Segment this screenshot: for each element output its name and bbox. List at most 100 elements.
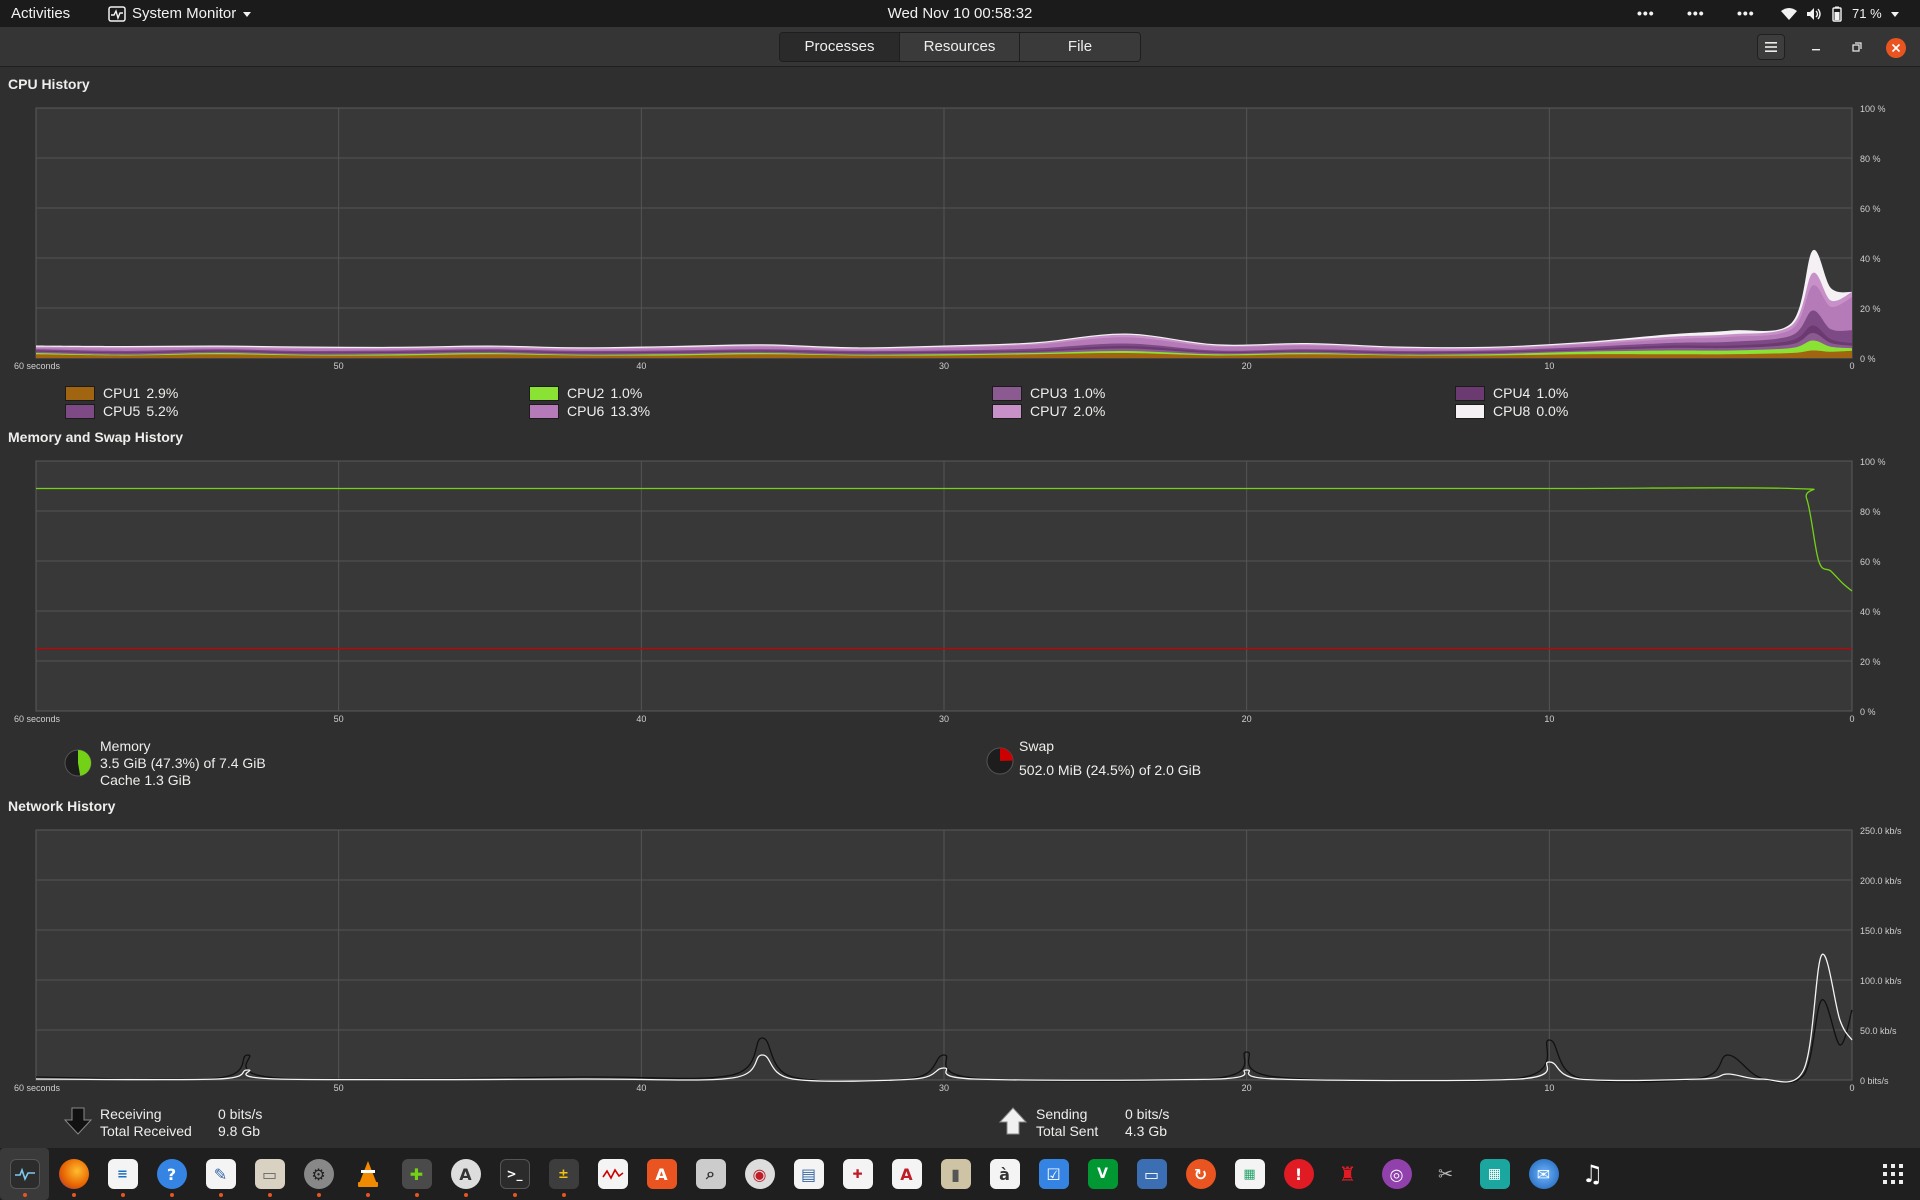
dock-image-viewer[interactable]: ⌕ (686, 1148, 735, 1200)
dock-software-updater[interactable]: A (441, 1148, 490, 1200)
memory-pie-icon[interactable] (63, 748, 93, 778)
cpu3-color-swatch[interactable] (992, 385, 1022, 401)
dock-backup[interactable]: ↻ (1176, 1148, 1225, 1200)
cpu1-legend[interactable]: CPU1 2.9% (65, 385, 178, 401)
dock-disk-usage[interactable]: ◉ (735, 1148, 784, 1200)
network-x-tick-label: 40 (636, 1083, 646, 1093)
dock-terminal[interactable]: >_ (490, 1148, 539, 1200)
cpu6-color-swatch[interactable] (529, 403, 559, 419)
network-history-graph: 250.0 kb/s 200.0 kb/s 150.0 kb/s 100.0 kb/s… (14, 826, 1902, 1093)
tab-file-systems[interactable]: File Systems (1020, 33, 1140, 61)
dock-system-monitor[interactable] (0, 1148, 49, 1200)
dock-settings[interactable]: ⚙ (294, 1148, 343, 1200)
swap-pie-icon[interactable] (985, 746, 1015, 776)
cpu1-label: CPU1 (103, 385, 141, 401)
cpu2-legend[interactable]: CPU2 1.0% (529, 385, 642, 401)
running-indicator (71, 1193, 76, 1197)
vlc-cone-icon (353, 1159, 383, 1189)
memory-x-tick-label: 50 (334, 714, 344, 724)
cpu5-legend[interactable]: CPU5 5.2% (65, 403, 178, 419)
dock-software[interactable]: A (637, 1148, 686, 1200)
show-applications-button[interactable] (1866, 1148, 1920, 1200)
camera-icon: ◎ (1381, 1159, 1412, 1189)
dock-game[interactable]: ♜ (1323, 1148, 1372, 1200)
minimize-button[interactable] (1807, 38, 1825, 56)
clock[interactable]: Wed Nov 10 00:58:32 (887, 5, 1033, 22)
calendar-icon: ▦ (1479, 1159, 1510, 1189)
dock-files[interactable]: ▭ (245, 1148, 294, 1200)
cpu4-color-swatch[interactable] (1455, 385, 1485, 401)
memory-history-title: Memory and Swap History (8, 429, 184, 445)
files-icon: ▭ (254, 1159, 285, 1189)
puzzle-icon: ✚ (401, 1159, 432, 1189)
tab-processes[interactable]: Processes (780, 33, 900, 61)
swap-label: Swap (1019, 738, 1055, 754)
dock-cheese[interactable]: ◎ (1372, 1148, 1421, 1200)
network-series-sending (35, 953, 1853, 1083)
network-y-tick-label: 100.0 kb/s (1860, 976, 1902, 986)
close-button[interactable] (1886, 38, 1906, 58)
dock-error-report[interactable]: ! (1274, 1148, 1323, 1200)
swap-info: Swap 502.0 MiB (24.5%) of 2.0 GiB (1019, 738, 1201, 779)
cpu2-color-swatch[interactable] (529, 385, 559, 401)
overflow-indicator-1[interactable]: ••• (1637, 5, 1655, 21)
dock-todo[interactable]: ☑ (1029, 1148, 1078, 1200)
cpu3-value: 1.0% (1073, 385, 1106, 401)
sending-label: Sending (1036, 1106, 1088, 1122)
wifi-icon (1781, 7, 1797, 20)
dock-archive-manager[interactable]: ▮ (931, 1148, 980, 1200)
cpu5-color-swatch[interactable] (65, 403, 95, 419)
dock-calendar[interactable]: ▦ (1470, 1148, 1519, 1200)
dock-writer[interactable]: ≡ (98, 1148, 147, 1200)
dock-vim[interactable]: V (1078, 1148, 1127, 1200)
dock-gimp[interactable]: ✂ (1421, 1148, 1470, 1200)
dock-firefox[interactable] (49, 1148, 98, 1200)
tab-resources[interactable]: Resources (900, 33, 1020, 61)
color-picker-icon: ✚ (842, 1159, 873, 1189)
network-x-tick-label: 50 (334, 1083, 344, 1093)
overflow-indicator-3[interactable]: ••• (1737, 5, 1755, 21)
cpu3-legend[interactable]: CPU3 1.0% (992, 385, 1105, 401)
cpu7-value: 2.0% (1073, 403, 1106, 419)
cpu4-legend[interactable]: CPU4 1.0% (1455, 385, 1568, 401)
system-menu[interactable]: 71 % (1780, 0, 1900, 27)
memory-x-tick-label: 30 (939, 714, 949, 724)
maximize-button[interactable] (1848, 38, 1866, 56)
running-indicator (561, 1193, 566, 1197)
running-indicator (120, 1193, 125, 1197)
dock-gpick[interactable]: ✚ (833, 1148, 882, 1200)
dock-remote-desktop[interactable]: ▭ (1127, 1148, 1176, 1200)
cpu7-color-swatch[interactable] (992, 403, 1022, 419)
updater-icon: A (450, 1159, 481, 1189)
dock-text-editor[interactable]: ✎ (196, 1148, 245, 1200)
mail-icon: ✉ (1528, 1159, 1559, 1189)
activities-button[interactable]: Activities (11, 5, 71, 22)
cpu7-legend[interactable]: CPU7 2.0% (992, 403, 1105, 419)
app-menu[interactable]: System Monitor (108, 0, 252, 27)
cpu6-value: 13.3% (610, 403, 651, 419)
cpu8-legend[interactable]: CPU8 0.0% (1455, 403, 1568, 419)
overflow-indicator-2[interactable]: ••• (1687, 5, 1705, 21)
dock-help[interactable]: ? (147, 1148, 196, 1200)
hamburger-menu-button[interactable] (1757, 34, 1785, 60)
help-icon: ? (156, 1159, 187, 1189)
dock-document-scanner[interactable]: ▤ (784, 1148, 833, 1200)
network-x-tick-label: 60 seconds (14, 1083, 61, 1093)
dock-character-map[interactable]: à (980, 1148, 1029, 1200)
dock-spreadsheet[interactable]: ▦ (1225, 1148, 1274, 1200)
close-icon (1891, 43, 1901, 53)
dock-extensions[interactable]: ✚ (392, 1148, 441, 1200)
spreadsheet-icon: ▦ (1234, 1159, 1265, 1189)
cpu6-legend[interactable]: CPU6 13.3% (529, 403, 650, 419)
dock-vlc[interactable] (343, 1148, 392, 1200)
cpu8-color-swatch[interactable] (1455, 403, 1485, 419)
system-monitor-icon (9, 1159, 40, 1189)
dock-thunderbird[interactable]: ✉ (1519, 1148, 1568, 1200)
cpu8-value: 0.0% (1536, 403, 1569, 419)
dock-font-viewer[interactable]: A (882, 1148, 931, 1200)
cpu1-color-swatch[interactable] (65, 385, 95, 401)
running-indicator (267, 1193, 272, 1197)
dock-calculator[interactable]: ± (539, 1148, 588, 1200)
dock-music[interactable]: ♫ (1568, 1148, 1617, 1200)
dock-system-monitor-2[interactable] (588, 1148, 637, 1200)
